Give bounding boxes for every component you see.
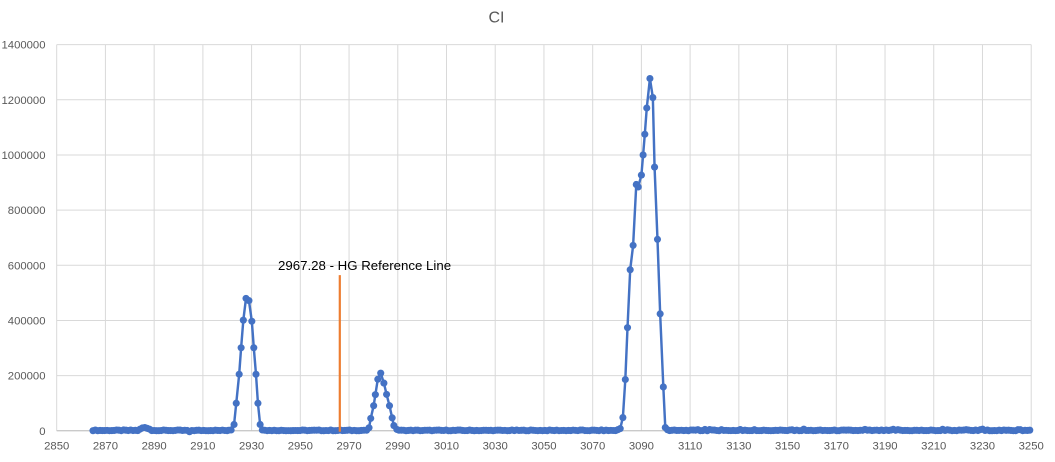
svg-text:2870: 2870 xyxy=(93,440,118,452)
svg-text:2890: 2890 xyxy=(142,440,167,452)
svg-text:CI: CI xyxy=(489,10,505,27)
svg-text:3170: 3170 xyxy=(824,440,849,452)
svg-text:2850: 2850 xyxy=(44,440,69,452)
svg-text:400000: 400000 xyxy=(8,315,46,327)
svg-text:1200000: 1200000 xyxy=(2,95,46,107)
svg-text:2910: 2910 xyxy=(190,440,215,452)
svg-text:3150: 3150 xyxy=(775,440,800,452)
svg-text:2950: 2950 xyxy=(288,440,313,452)
svg-text:2990: 2990 xyxy=(385,440,410,452)
svg-text:200000: 200000 xyxy=(8,371,46,383)
svg-text:3030: 3030 xyxy=(483,440,508,452)
svg-text:3090: 3090 xyxy=(629,440,654,452)
svg-text:3230: 3230 xyxy=(970,440,995,452)
svg-text:3050: 3050 xyxy=(531,440,556,452)
svg-text:1000000: 1000000 xyxy=(2,150,46,162)
svg-text:3130: 3130 xyxy=(726,440,751,452)
svg-text:2970: 2970 xyxy=(336,440,361,452)
svg-text:2967.28 - HG Reference Line: 2967.28 - HG Reference Line xyxy=(278,258,451,273)
svg-text:3010: 3010 xyxy=(434,440,459,452)
svg-text:0: 0 xyxy=(39,426,45,438)
svg-text:600000: 600000 xyxy=(8,260,46,272)
svg-text:3110: 3110 xyxy=(678,440,702,452)
svg-text:800000: 800000 xyxy=(8,205,46,217)
svg-text:3250: 3250 xyxy=(1019,440,1044,452)
svg-text:2930: 2930 xyxy=(239,440,264,452)
svg-text:3210: 3210 xyxy=(921,440,946,452)
svg-text:1400000: 1400000 xyxy=(2,40,46,52)
svg-text:3070: 3070 xyxy=(580,440,605,452)
svg-text:3190: 3190 xyxy=(872,440,897,452)
